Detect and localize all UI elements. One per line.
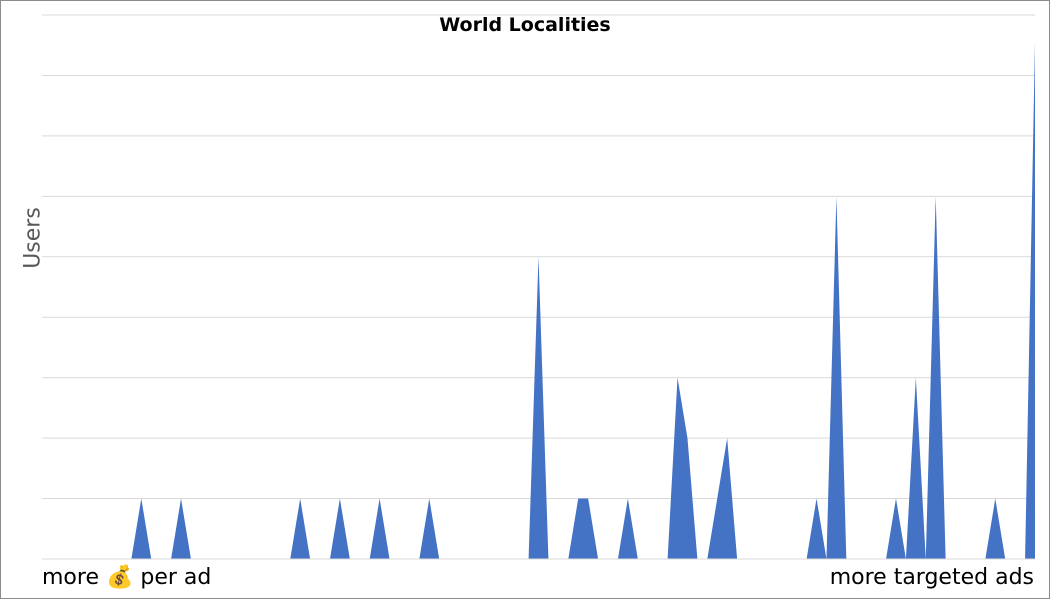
area-series-users (42, 42, 1035, 559)
chart-title: World Localities (439, 14, 611, 36)
x-axis-label-right: more targeted ads (829, 565, 1034, 590)
x-axis-label-left: more 💰 per ad (42, 565, 212, 590)
